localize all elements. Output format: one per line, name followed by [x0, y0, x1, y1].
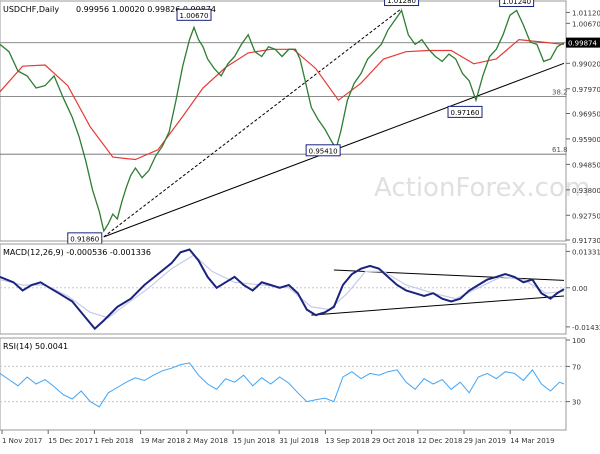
price-axis-label: 0.93800 — [572, 187, 600, 195]
rsi-panel-frame — [0, 337, 567, 431]
rsi-panel: RSI(14) 50.0041 100 70 30 — [0, 337, 585, 431]
time-axis-label: 19 Mar 2018 — [141, 437, 185, 445]
fib-level-label: 38.2 — [552, 89, 568, 97]
time-axis-label: 29 Jan 2019 — [464, 437, 506, 445]
time-axis-label: 13 Sep 2018 — [325, 437, 369, 445]
macd-panel-title: MACD(12,26,9) -0.000536 -0.001336 — [3, 248, 151, 257]
watermark: ActionForex.com — [374, 173, 590, 203]
macd-panel-frame — [0, 243, 567, 335]
time-axis-label: 12 Dec 2018 — [418, 437, 463, 445]
macd-axis-label: 0.00 — [572, 285, 588, 293]
price-annotation-box — [499, 0, 535, 8]
time-axis-label: 1 Nov 2017 — [2, 437, 42, 445]
price-annotation-box — [176, 8, 212, 21]
rsi-axis-label: 100 — [572, 337, 585, 345]
price-axis: 1.01120 1.00670 0.99020 0.97970 0.96950 0.959… — [566, 9, 600, 245]
price-axis-label: 0.95900 — [572, 136, 600, 144]
price-annotation-box — [384, 0, 420, 7]
rsi-axis-label: 70 — [572, 363, 581, 371]
moving-average-line — [0, 38, 565, 161]
macd-line — [0, 248, 565, 331]
price-axis-label: 0.91730 — [572, 237, 600, 245]
price-axis-label: 0.99020 — [572, 60, 600, 68]
ohlc-readout: 0.99956 1.00020 0.99826 0.99874 — [76, 5, 216, 14]
fib-level-label: 61.8 — [552, 146, 568, 154]
time-axis-label: 14 Mar 2019 — [510, 437, 554, 445]
price-annotation-box — [305, 144, 341, 157]
macd-axis: 0.013319 0.00 -0.014323 — [566, 248, 600, 332]
rsi-axis: 100 70 30 — [566, 337, 585, 407]
time-axis-label: 31 Jul 2018 — [279, 437, 319, 445]
price-axis-label: 0.96950 — [572, 110, 600, 118]
price-axis-label: 1.01120 — [572, 9, 600, 17]
price-axis-label: 0.92750 — [572, 212, 600, 220]
macd-axis-label: -0.014323 — [572, 324, 600, 332]
price-annotation-label: 0.91860 — [70, 235, 99, 243]
macd-signal-line — [0, 254, 565, 319]
price-panel-title: USDCHF,Daily — [3, 5, 59, 14]
price-annotation-label: 1.01280 — [387, 0, 416, 5]
current-price-tag — [566, 37, 600, 48]
price-panel-frame — [0, 0, 567, 242]
current-price-label: 0.99874 — [568, 40, 597, 48]
price-axis-label: 1.00670 — [572, 20, 600, 28]
price-panel: USDCHF,Daily 0.99956 1.00020 0.99826 0.9… — [0, 0, 600, 245]
macd-axis-label: 0.013319 — [572, 248, 600, 256]
rsi-panel-title: RSI(14) 50.0041 — [3, 342, 68, 351]
time-axis-label: 15 Jun 2018 — [233, 437, 275, 445]
time-axis: 1 Nov 2017 15 Dec 2017 1 Feb 2018 19 Mar 20… — [1, 430, 555, 445]
time-axis-label: 29 Oct 2018 — [372, 437, 415, 445]
price-level-lines: 38.2 61.8 — [0, 42, 568, 155]
macd-trendline-lower — [311, 295, 565, 316]
time-axis-label: 2 May 2018 — [187, 437, 228, 445]
time-axis-label: 15 Dec 2017 — [48, 437, 93, 445]
price-annotation-box — [447, 105, 483, 118]
rsi-line — [0, 362, 565, 408]
trendline-channel — [103, 8, 402, 238]
price-annotation-label: 1.00670 — [180, 12, 209, 20]
rsi-axis-label: 30 — [572, 399, 581, 407]
price-annotation-label: 0.97160 — [451, 109, 480, 117]
macd-panel: MACD(12,26,9) -0.000536 -0.001336 0.0133… — [0, 243, 600, 335]
time-axis-label: 1 Feb 2018 — [94, 437, 133, 445]
price-annotation-label: 1.01240 — [502, 0, 531, 6]
price-axis-label: 0.94850 — [572, 161, 600, 169]
price-line — [0, 8, 565, 233]
price-annotation-label: 0.95410 — [309, 147, 338, 155]
price-axis-label: 0.97970 — [572, 86, 600, 94]
